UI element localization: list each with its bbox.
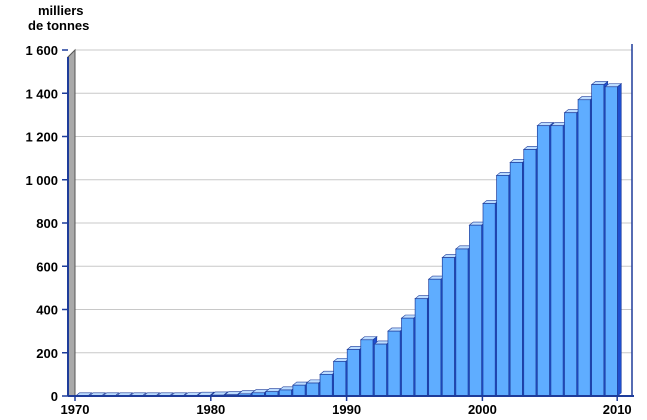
left-wall-panel <box>67 48 76 397</box>
bar-front <box>591 84 605 397</box>
y-unit-label-line-1: milliers <box>38 3 84 18</box>
x-tick-label: 1990 <box>332 402 361 417</box>
bar-front <box>401 317 415 397</box>
bar-front <box>428 278 442 397</box>
bar-front <box>292 384 306 397</box>
bar-front <box>523 149 537 397</box>
bar-front <box>441 257 455 397</box>
bar-front <box>360 339 374 397</box>
bar-front <box>604 86 618 397</box>
bar-front <box>564 112 578 397</box>
y-tick-label: 1 200 <box>25 130 58 145</box>
bar-front <box>319 374 333 397</box>
x-tick-label: 2000 <box>468 402 497 417</box>
y-tick-label: 1 400 <box>25 86 58 101</box>
y-tick-label: 800 <box>36 216 58 231</box>
bar-front <box>577 99 591 397</box>
left-wall <box>67 48 76 397</box>
bar-side <box>617 82 622 397</box>
bar-front <box>550 125 564 397</box>
bar-front <box>414 298 428 397</box>
bar-front <box>306 382 320 397</box>
y-unit-label-line-2: de tonnes <box>28 18 89 33</box>
grid <box>75 49 632 354</box>
x-tick-label: 1970 <box>61 402 90 417</box>
x-tick-label: 1980 <box>196 402 225 417</box>
bar-front <box>469 224 482 397</box>
bar-front <box>509 162 523 397</box>
bar-front <box>374 343 387 397</box>
y-tick-label: 0 <box>51 389 58 404</box>
bar-front <box>346 349 360 397</box>
axes <box>62 44 634 401</box>
bar-front <box>536 125 550 397</box>
y-tick-label: 1 600 <box>25 43 58 58</box>
y-tick-label: 200 <box>36 346 58 361</box>
y-tick-label: 600 <box>36 259 58 274</box>
x-tick-labels: 1970 1980 1990 2000 2010 <box>61 402 632 417</box>
bar-front <box>387 330 401 397</box>
bar <box>604 82 623 397</box>
y-tick-label: 1 000 <box>25 173 58 188</box>
bar-front <box>496 175 510 397</box>
y-tick-label: 400 <box>36 303 58 318</box>
bars <box>74 80 623 397</box>
y-tick-labels: 0 200 400 600 800 1 000 1 200 1 400 1 600 <box>25 43 58 404</box>
x-tick-label: 2010 <box>603 402 632 417</box>
bar-front <box>482 203 496 397</box>
bar-front <box>333 361 347 397</box>
bar-front <box>455 248 469 397</box>
